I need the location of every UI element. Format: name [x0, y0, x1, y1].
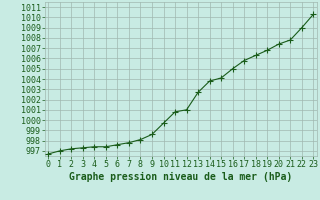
X-axis label: Graphe pression niveau de la mer (hPa): Graphe pression niveau de la mer (hPa)	[69, 172, 292, 182]
